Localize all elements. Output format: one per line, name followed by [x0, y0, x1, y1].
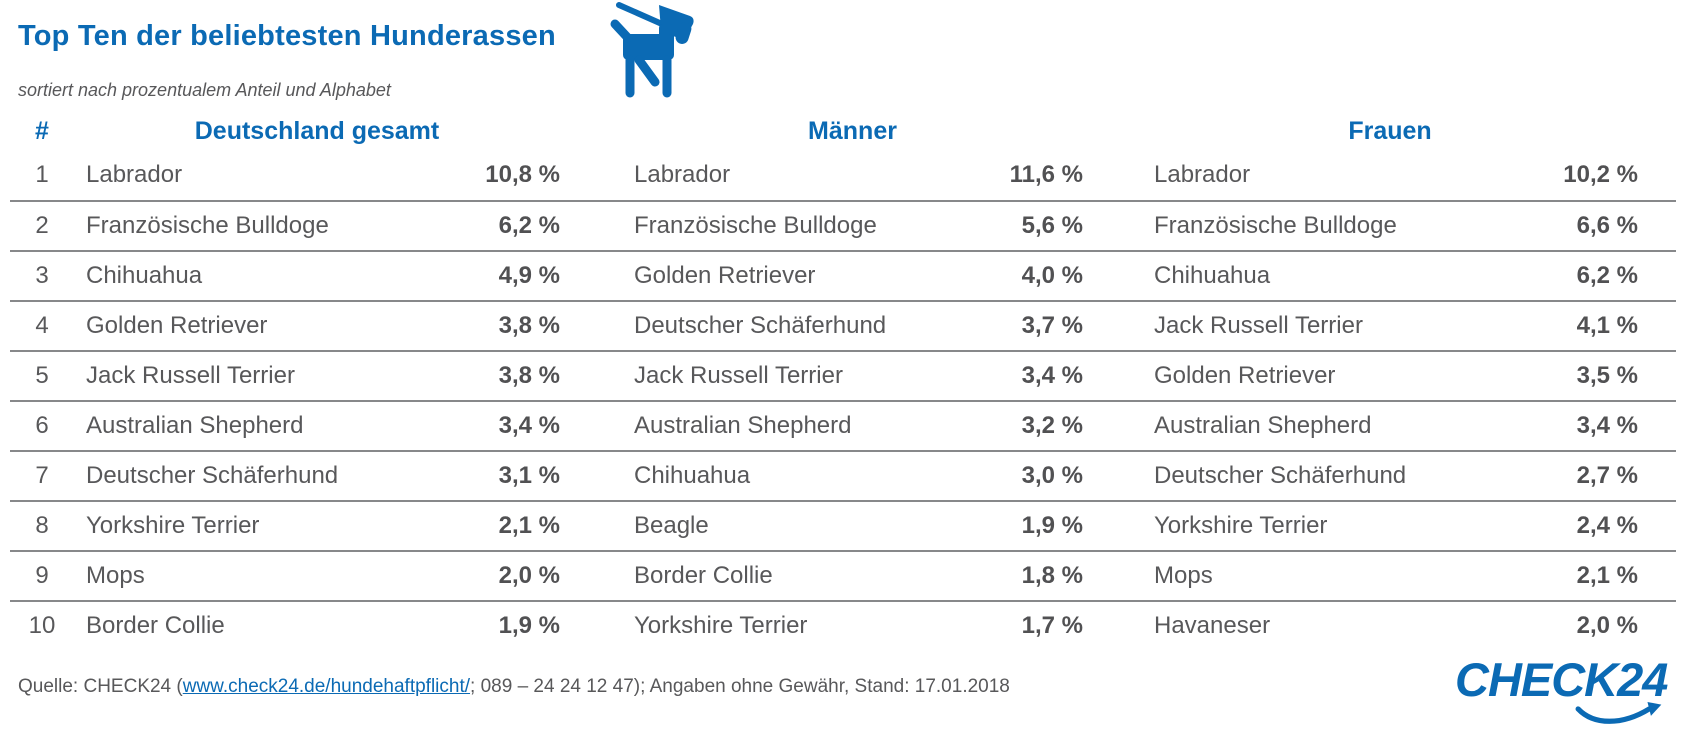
- breed-cell: Australian Shepherd: [86, 412, 304, 439]
- breed-cell: Französische Bulldoge: [86, 212, 329, 239]
- value-cell: 4,1 %: [1576, 312, 1638, 339]
- breed-cell: Border Collie: [634, 562, 773, 589]
- value-cell: 6,2 %: [498, 212, 560, 239]
- value-cell: 2,0 %: [498, 562, 560, 589]
- value-cell: 2,1 %: [1576, 562, 1638, 589]
- rank-cell: 5: [35, 362, 49, 389]
- value-cell: 3,8 %: [498, 362, 560, 389]
- value-cell: 11,6 %: [1009, 161, 1083, 188]
- table-row: 9 Mops 2,0 % Border Collie 1,8 % Mops 2,1 %: [10, 550, 1676, 600]
- table-row: 5 Jack Russell Terrier 3,8 % Jack Russell T…: [10, 350, 1676, 400]
- breed-cell: Jack Russell Terrier: [1154, 312, 1363, 339]
- table-body: 1 Labrador 10,8 % Labrador 11,6 % Labrador 10,…: [10, 150, 1676, 650]
- value-cell: 1,8 %: [1021, 562, 1083, 589]
- rank-cell: 2: [35, 212, 49, 239]
- table-row: 10 Border Collie 1,9 % Yorkshire Terrier 1,7…: [10, 600, 1676, 650]
- breed-cell: Deutscher Schäferhund: [634, 312, 887, 339]
- rank-cell: 10: [28, 612, 56, 639]
- value-cell: 2,4 %: [1576, 512, 1638, 539]
- source-suffix: ; 089 – 24 24 12 47); Angaben ohne Gewäh…: [470, 676, 1010, 697]
- value-cell: 1,7 %: [1021, 612, 1083, 639]
- breed-cell: Chihuahua: [634, 462, 751, 489]
- value-cell: 1,9 %: [498, 612, 560, 639]
- value-cell: 3,0 %: [1021, 462, 1083, 489]
- rank-cell: 7: [35, 462, 49, 489]
- table-row: 8 Yorkshire Terrier 2,1 % Beagle 1,9 % Yorksh…: [10, 500, 1676, 550]
- breed-cell: Labrador: [634, 161, 731, 188]
- col-header-frauen: Frauen: [1348, 116, 1432, 145]
- col-header-deutschland-gesamt: Deutschland gesamt: [194, 116, 440, 145]
- value-cell: 6,2 %: [1576, 262, 1638, 289]
- col-header-maenner: Männer: [808, 116, 897, 145]
- value-cell: 3,1 %: [498, 462, 560, 489]
- breed-cell: Labrador: [1154, 161, 1251, 188]
- rank-cell: 1: [35, 161, 49, 188]
- check24-logo-text: CHECK24: [1455, 653, 1668, 706]
- breed-cell: Jack Russell Terrier: [86, 362, 295, 389]
- breed-cell: Deutscher Schäferhund: [86, 462, 339, 489]
- breed-cell: Havaneser: [1154, 612, 1271, 639]
- page-title: Top Ten der beliebtesten Hunderassen: [18, 20, 556, 52]
- subtitle: sortiert nach prozentualem Anteil und Al…: [18, 80, 391, 100]
- breed-cell: Golden Retriever: [634, 262, 816, 289]
- breed-cell: Labrador: [86, 161, 183, 188]
- breed-cell: Beagle: [634, 512, 709, 539]
- col-header-rank: #: [35, 116, 49, 145]
- table-row: 4 Golden Retriever 3,8 % Deutscher Schäferh…: [10, 300, 1676, 350]
- value-cell: 3,4 %: [1576, 412, 1638, 439]
- breed-cell: Border Collie: [86, 612, 225, 639]
- breed-cell: Chihuahua: [1154, 262, 1271, 289]
- table-row: 3 Chihuahua 4,9 % Golden Retriever 4,0 % Chih…: [10, 250, 1676, 300]
- table-header-row: # Deutschland gesamt Männer Frauen: [10, 112, 1676, 150]
- source-link[interactable]: www.check24.de/hundehaftpflicht/: [182, 676, 471, 697]
- breeds-table: # Deutschland gesamt Männer Frauen 1 Labr…: [10, 112, 1676, 650]
- value-cell: 4,9 %: [498, 262, 560, 289]
- breed-cell: Mops: [1154, 562, 1213, 589]
- value-cell: 3,8 %: [498, 312, 560, 339]
- value-cell: 10,8 %: [485, 161, 560, 188]
- value-cell: 4,0 %: [1021, 262, 1083, 289]
- breed-cell: Yorkshire Terrier: [1154, 512, 1328, 539]
- rank-cell: 6: [35, 412, 49, 439]
- table-row: 1 Labrador 10,8 % Labrador 11,6 % Labrador 10,…: [10, 150, 1676, 200]
- value-cell: 3,2 %: [1021, 412, 1083, 439]
- value-cell: 1,9 %: [1021, 512, 1083, 539]
- check24-swoosh-icon: [1575, 702, 1662, 724]
- breed-cell: Yorkshire Terrier: [634, 612, 808, 639]
- breed-cell: Mops: [86, 562, 145, 589]
- rank-cell: 3: [35, 262, 49, 289]
- table-row: 6 Australian Shepherd 3,4 % Australian Shep…: [10, 400, 1676, 450]
- value-cell: 2,7 %: [1576, 462, 1638, 489]
- breed-cell: Französische Bulldoge: [1154, 212, 1397, 239]
- breed-cell: Golden Retriever: [86, 312, 268, 339]
- value-cell: 2,0 %: [1576, 612, 1638, 639]
- rank-cell: 4: [35, 312, 49, 339]
- breed-cell: Jack Russell Terrier: [634, 362, 843, 389]
- value-cell: 3,4 %: [1021, 362, 1083, 389]
- value-cell: 3,5 %: [1576, 362, 1638, 389]
- breed-cell: Französische Bulldoge: [634, 212, 877, 239]
- source-prefix: Quelle: CHECK24 (: [18, 676, 183, 697]
- value-cell: 10,2 %: [1563, 161, 1638, 188]
- breed-cell: Yorkshire Terrier: [86, 512, 260, 539]
- dog-on-leash-icon: [610, 2, 694, 98]
- breed-cell: Australian Shepherd: [1154, 412, 1372, 439]
- breed-cell: Deutscher Schäferhund: [1154, 462, 1407, 489]
- table-row: 7 Deutscher Schäferhund 3,1 % Chihuahua 3,0 …: [10, 450, 1676, 500]
- table-row: 2 Französische Bulldoge 6,2 % Französische …: [10, 200, 1676, 250]
- check24-logo: CHECK24: [1455, 652, 1670, 724]
- rank-cell: 8: [35, 512, 49, 539]
- value-cell: 6,6 %: [1576, 212, 1638, 239]
- source-line: Quelle: CHECK24 (www.check24.de/hundehaf…: [18, 676, 1010, 698]
- breed-cell: Golden Retriever: [1154, 362, 1336, 389]
- rank-cell: 9: [35, 562, 49, 589]
- value-cell: 3,7 %: [1021, 312, 1083, 339]
- breed-cell: Chihuahua: [86, 262, 203, 289]
- breed-cell: Australian Shepherd: [634, 412, 852, 439]
- value-cell: 5,6 %: [1021, 212, 1083, 239]
- value-cell: 2,1 %: [498, 512, 560, 539]
- value-cell: 3,4 %: [498, 412, 560, 439]
